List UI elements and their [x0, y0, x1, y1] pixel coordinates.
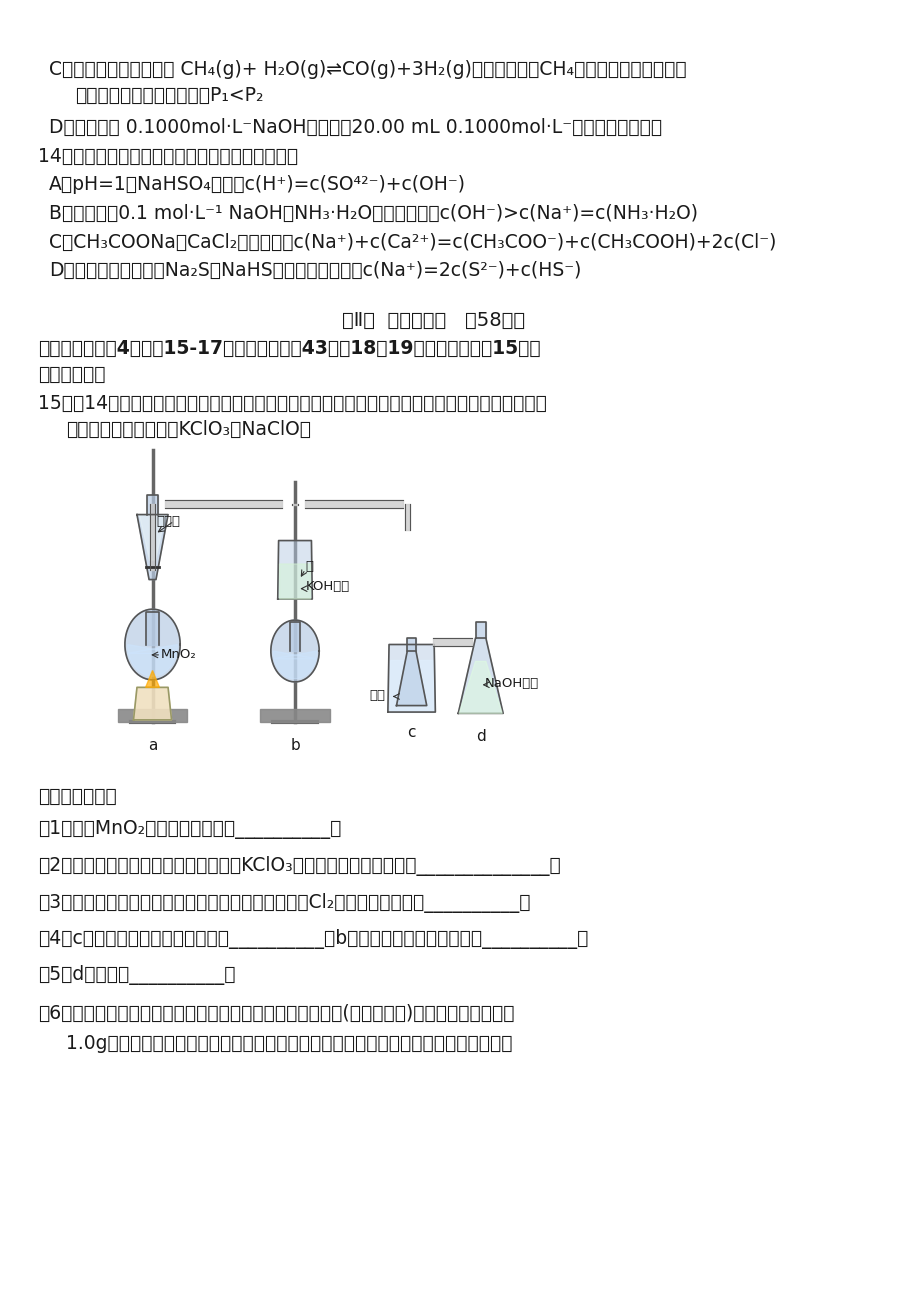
Polygon shape: [137, 514, 168, 579]
Polygon shape: [139, 514, 165, 560]
Text: D．等物质的量浓度的Na₂S和NaHS混合溶液呈碱性：c(Na⁺)=2c(S²⁻)+c(HS⁻): D．等物质的量浓度的Na₂S和NaHS混合溶液呈碱性：c(Na⁺)=2c(S²⁻…: [49, 262, 581, 280]
Polygon shape: [279, 564, 311, 599]
Polygon shape: [289, 622, 300, 651]
Polygon shape: [388, 644, 435, 712]
Polygon shape: [390, 660, 433, 712]
Polygon shape: [150, 504, 155, 570]
Text: NaOH溶液: NaOH溶液: [484, 677, 539, 690]
Polygon shape: [125, 609, 180, 680]
Text: D．图丁表示 0.1000mol·L⁻NaOH溶液滴定20.00 mL 0.1000mol·L⁻醋酸溶液滴定曲线: D．图丁表示 0.1000mol·L⁻NaOH溶液滴定20.00 mL 0.10…: [49, 118, 662, 137]
Text: （3）某同学实验时误将漂白粉当成二氧化锰粉末制备Cl₂，其化学方程式为__________。: （3）某同学实验时误将漂白粉当成二氧化锰粉末制备Cl₂，其化学方程式为_____…: [38, 893, 529, 913]
Text: 考生须知：共计4道题，15-17题为必考题，共43分；18、19题为选考题，共15分。: 考生须知：共计4道题，15-17题为必考题，共43分；18、19题为选考题，共1…: [38, 340, 539, 358]
Text: d: d: [475, 729, 485, 743]
Text: B．浓度均为0.1 mol·L⁻¹ NaOH和NH₃·H₂O混合溶液中：c(OH⁻)>c(Na⁺)=c(NH₃·H₂O): B．浓度均为0.1 mol·L⁻¹ NaOH和NH₃·H₂O混合溶液中：c(OH…: [49, 204, 698, 223]
Text: 回答下列问题：: 回答下列问题：: [38, 788, 117, 806]
Text: C．CH₃COONa和CaCl₂混合溶液：c(Na⁺)+c(Ca²⁺)=c(CH₃COO⁻)+c(CH₃COOH)+2c(Cl⁻): C．CH₃COONa和CaCl₂混合溶液：c(Na⁺)+c(Ca²⁺)=c(CH…: [49, 233, 776, 251]
Polygon shape: [260, 710, 329, 723]
Polygon shape: [459, 661, 502, 713]
Polygon shape: [278, 540, 312, 599]
Polygon shape: [270, 620, 319, 682]
Polygon shape: [145, 671, 159, 687]
Text: b: b: [289, 738, 300, 753]
Polygon shape: [305, 500, 403, 508]
Polygon shape: [273, 651, 316, 678]
Text: （5）d的作用是__________。: （5）d的作用是__________。: [38, 965, 235, 986]
Polygon shape: [147, 495, 157, 514]
Polygon shape: [404, 504, 410, 530]
Text: （部分装置省略）制备KClO₃和NaClO。: （部分装置省略）制备KClO₃和NaClO。: [66, 419, 311, 439]
Text: 浓盐酸: 浓盐酸: [156, 514, 181, 527]
Text: 冰水: 冰水: [369, 689, 385, 702]
Polygon shape: [146, 612, 158, 644]
Text: KOH溶液: KOH溶液: [305, 579, 349, 592]
Text: （2）上述装置中存在一处缺陷，会导致KClO₃产率降低，改进的方法是______________。: （2）上述装置中存在一处缺陷，会导致KClO₃产率降低，改进的方法是______…: [38, 857, 560, 876]
Text: 二、必考题：: 二、必考题：: [38, 365, 105, 384]
Text: C．图丙表示密闭容器中 CH₄(g)+ H₂O(g)⇌CO(g)+3H₂(g)到达平衡时，CH₄的平衡转化率与压强、: C．图丙表示密闭容器中 CH₄(g)+ H₂O(g)⇌CO(g)+3H₂(g)到…: [49, 60, 686, 79]
Text: c: c: [407, 725, 415, 740]
Text: 1.0g二氧化锰与一定质量的产品混合均匀后放入大试管中进行加热。测量所得数据如表: 1.0g二氧化锰与一定质量的产品混合均匀后放入大试管中进行加热。测量所得数据如表: [66, 1034, 512, 1053]
Text: MnO₂: MnO₂: [161, 648, 197, 661]
Text: A．pH=1的NaHSO₄溶液：c(H⁺)=c(SO⁴²⁻)+c(OH⁻): A．pH=1的NaHSO₄溶液：c(H⁺)=c(SO⁴²⁻)+c(OH⁻): [49, 176, 465, 194]
Polygon shape: [165, 500, 282, 508]
Text: 15．（14分）氯可形成多种含氧酸盐，广泛应用于杀菌、消毒及化工领域。实验室中利用下图装置: 15．（14分）氯可形成多种含氧酸盐，广泛应用于杀菌、消毒及化工领域。实验室中利…: [38, 393, 546, 413]
Polygon shape: [128, 644, 177, 676]
Polygon shape: [118, 710, 187, 723]
Polygon shape: [475, 622, 485, 638]
Text: 水: 水: [305, 560, 313, 573]
Polygon shape: [407, 638, 415, 651]
Text: a: a: [148, 738, 157, 753]
Polygon shape: [396, 651, 426, 706]
Text: （6）反应结束后，实验小组的同学为测定制备的氯酸钾产品(含有氯化钾)中氯酸钾的纯度，取: （6）反应结束后，实验小组的同学为测定制备的氯酸钾产品(含有氯化钾)中氯酸钾的纯…: [38, 1004, 514, 1023]
Text: 第Ⅱ卷  （非选择题   共58分）: 第Ⅱ卷 （非选择题 共58分）: [341, 311, 524, 329]
Polygon shape: [133, 687, 171, 720]
Text: 14．下列有关电解质溶液中粒子浓度关系正确的是: 14．下列有关电解质溶液中粒子浓度关系正确的是: [38, 147, 298, 165]
Text: （4）c中采用冰水冷却方式的目的是__________，b中制备反应的离子方程式是__________。: （4）c中采用冰水冷却方式的目的是__________，b中制备反应的离子方程式…: [38, 930, 587, 949]
Polygon shape: [433, 638, 471, 646]
Polygon shape: [458, 638, 503, 713]
Text: 温度的变化关系曲线，说明P₁<P₂: 温度的变化关系曲线，说明P₁<P₂: [74, 86, 263, 105]
Text: （1）盛放MnO₂粉末的仪器名称是__________。: （1）盛放MnO₂粉末的仪器名称是__________。: [38, 820, 341, 838]
